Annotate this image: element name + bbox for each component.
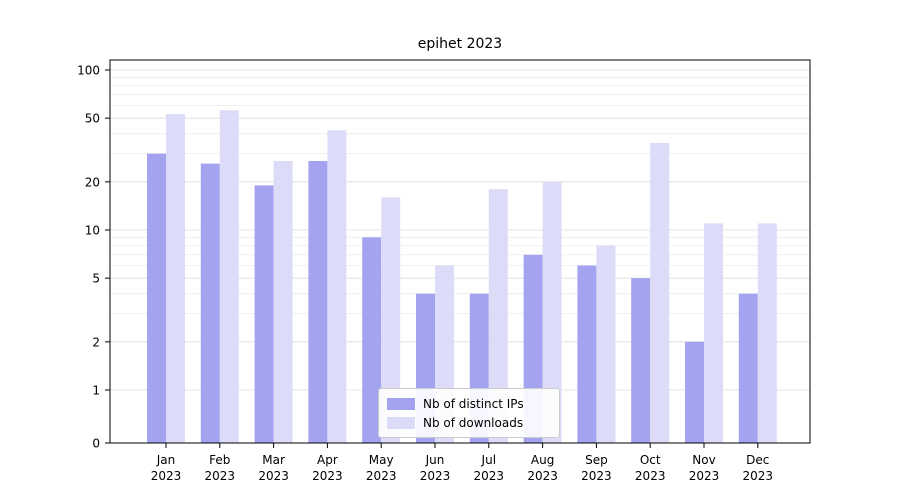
bar [381,197,401,443]
bar [166,114,185,444]
bar [631,278,651,443]
x-tick-label-year: 2023 [689,469,720,483]
bar [219,110,239,443]
x-tick-label-month: Dec [746,453,769,467]
legend-item-downloads: Nb of downloads [387,413,551,432]
bar [273,160,293,443]
plot-border [109,59,811,444]
bar [738,293,758,443]
legend-swatch-distinct-ips-icon [387,397,415,410]
bar [704,223,723,443]
x-tick-label-month: Oct [640,453,661,467]
y-tick-label: 50 [85,112,100,126]
x-tick-label-month: Jun [425,453,445,467]
x-tick-label-year: 2023 [312,469,343,483]
chart-legend: Nb of distinct IPs Nb of downloads [378,388,560,438]
x-tick-label-month: Jul [481,453,496,467]
x-tick-label-year: 2023 [527,469,558,483]
bar [577,265,597,443]
x-tick-label-year: 2023 [474,469,505,483]
bar [254,185,274,444]
x-tick-label-month: Aug [531,453,554,467]
y-tick-label: 10 [85,224,100,238]
bar [488,189,508,443]
bar [685,341,704,443]
chart-title: epihet 2023 [417,36,503,52]
y-tick-label: 1 [92,384,100,398]
x-tick-label-month: Feb [209,453,230,467]
x-tick-label-month: Jan [156,453,176,467]
bar [308,160,328,443]
bar [757,223,777,443]
x-tick-label-month: Sep [585,453,608,467]
y-gridlines-minor [110,76,810,315]
legend-swatch-downloads-icon [387,416,415,429]
bar [327,130,347,443]
y-tick-label: 20 [85,175,100,189]
x-tick-label-year: 2023 [258,469,289,483]
x-tick-label-year: 2023 [205,469,236,483]
x-tick-label-month: Nov [692,453,715,467]
x-tick-label-year: 2023 [366,469,397,483]
legend-item-distinct-ips: Nb of distinct IPs [387,394,551,413]
bar [542,181,562,443]
x-axis: Jan 2023 Feb 2023 Mar 2023 Apr 2023 May 2023 Jun 20… [151,443,773,483]
x-tick-label-year: 2023 [581,469,612,483]
x-tick-label-month: May [369,453,394,467]
bar [147,153,166,444]
y-tick-label: 100 [77,64,100,78]
bar [200,163,220,444]
y-tick-label: 0 [92,437,100,451]
bar [362,237,382,443]
y-tick-label: 5 [92,272,100,286]
bar [596,245,616,443]
x-tick-label-year: 2023 [635,469,666,483]
x-tick-label-year: 2023 [420,469,451,483]
y-tick-label: 2 [92,335,100,349]
legend-label-downloads: Nb of downloads [423,415,524,430]
x-tick-label-year: 2023 [151,469,182,483]
bar [650,142,670,444]
x-tick-label-year: 2023 [743,469,774,483]
x-tick-label-month: Apr [317,453,338,467]
legend-label-distinct-ips: Nb of distinct IPs [423,396,524,411]
x-tick-label-month: Mar [262,453,285,467]
